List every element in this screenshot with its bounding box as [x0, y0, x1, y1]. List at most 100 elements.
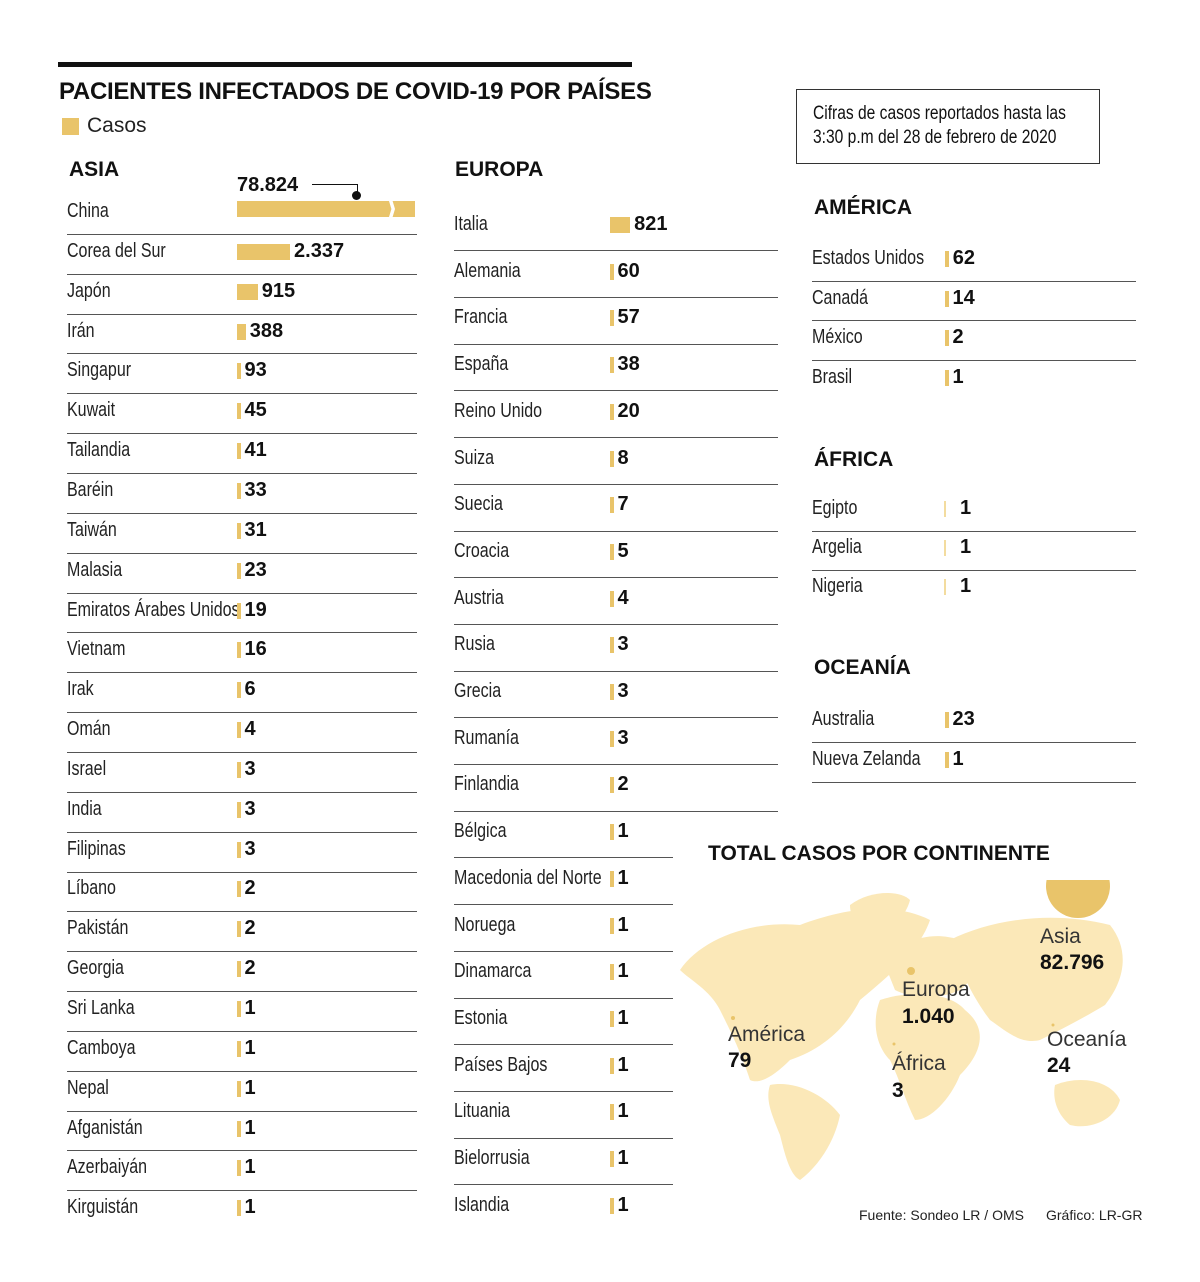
country-name: Lituania [454, 1100, 511, 1123]
bar-mark [610, 310, 614, 327]
bar-mark [610, 917, 614, 934]
map-label-europa: Europa [902, 978, 970, 1001]
bar-mark [237, 642, 241, 659]
row-divider [454, 1184, 673, 1186]
row-divider [812, 280, 1136, 282]
country-name: México [812, 326, 863, 348]
bar-mark [237, 722, 241, 739]
bar-value-label: 1 [960, 497, 972, 519]
row-divider [812, 320, 1136, 322]
bar-mark [237, 841, 241, 858]
country-name: Egipto [812, 497, 858, 519]
country-name: Singapur [67, 359, 132, 382]
row-divider [454, 670, 778, 672]
country-name: Kuwait [67, 399, 116, 422]
bar-break-mark [389, 201, 395, 217]
bar-mark [237, 801, 241, 818]
bar-mark [944, 579, 946, 595]
bar-value-label: 1 [960, 536, 972, 558]
row-divider [812, 530, 1136, 532]
country-name: Francia [454, 306, 508, 329]
note-line: Cifras de casos reportados hasta las [813, 103, 1066, 124]
country-name: Dinamarca [454, 960, 532, 983]
bar-mark [610, 870, 614, 887]
bar-mark [610, 777, 614, 794]
map-value-africa: 3 [892, 1079, 904, 1102]
bar-value-label: 38 [617, 353, 640, 376]
bar-value-label: 45 [244, 399, 267, 422]
row-divider [67, 473, 417, 475]
bar-mark [237, 921, 241, 938]
country-name: Vietnam [67, 638, 126, 661]
row-divider [454, 764, 778, 766]
callout-line [312, 184, 358, 194]
country-name: Azerbaiyán [67, 1156, 148, 1179]
bar-value-label: 93 [244, 359, 267, 382]
bar-value-label: 1 [617, 866, 629, 889]
bar-mark [237, 243, 291, 260]
bar-mark [610, 637, 614, 654]
asia-shape [950, 917, 1123, 1041]
country-name: China [67, 200, 109, 222]
row-divider [454, 1044, 673, 1046]
bar-mark [610, 403, 614, 420]
world-map [680, 880, 1123, 1180]
europe-bubble [907, 967, 915, 975]
row-divider [67, 672, 417, 674]
map-label-oceania: Oceanía [1047, 1028, 1127, 1051]
bar-mark [237, 881, 241, 898]
bar-value-label: 7 [617, 493, 629, 516]
bar-value-label: 4 [244, 718, 256, 741]
country-name: Suiza [454, 446, 495, 469]
bar-value-label: 1 [617, 1006, 629, 1029]
row-divider [812, 782, 1136, 783]
bar-value-label: 5 [617, 539, 629, 562]
row-divider [454, 577, 778, 579]
row-divider [454, 1137, 673, 1139]
bar-value-label: 2 [244, 877, 256, 900]
row-divider [454, 997, 673, 999]
bar-mark [237, 363, 241, 380]
bar-value-label: 1 [617, 820, 629, 843]
country-name: Islandia [454, 1193, 510, 1216]
country-name: Corea del Sur [67, 239, 166, 262]
country-name: Croacia [454, 539, 510, 562]
callout-dot [352, 191, 361, 200]
country-name: Taiwán [67, 518, 117, 541]
bar-value-label: 2 [952, 326, 964, 348]
bar-value-label: 1 [617, 913, 629, 936]
bar-mark [610, 590, 614, 607]
bar-mark [945, 752, 949, 768]
row-divider [67, 1030, 417, 1032]
bar-mark [945, 712, 949, 728]
map-label-asia: Asia [1040, 925, 1081, 948]
bar-value-label: 16 [244, 638, 267, 661]
bar-value-label: 23 [244, 558, 267, 581]
country-name: Países Bajos [454, 1053, 548, 1076]
row-divider [454, 530, 778, 532]
row-divider [67, 1190, 417, 1192]
bar-value-label: 1 [952, 748, 964, 770]
bar-value-label: 1 [617, 1193, 629, 1216]
credit-note: Gráfico: LR-GR [1046, 1207, 1143, 1223]
bar-mark [610, 450, 614, 467]
bar-value-label: 62 [952, 247, 975, 269]
bar-value-label: 3 [244, 757, 256, 780]
legend-swatch [62, 117, 79, 135]
bar-mark [237, 443, 241, 460]
bar-value-label: 4 [617, 586, 629, 609]
bar-value-label: 20 [617, 399, 640, 422]
bar-value-label: 57 [617, 306, 640, 329]
row-divider [67, 233, 417, 235]
row-divider [454, 1090, 673, 1092]
bar-value-label: 8 [617, 446, 629, 469]
country-name: Macedonia del Norte [454, 866, 602, 889]
country-name: Kirguistán [67, 1196, 139, 1219]
bar-value-label: 388 [249, 319, 284, 342]
row-divider [67, 512, 417, 514]
row-divider [454, 250, 778, 252]
country-name: Pakistán [67, 917, 129, 940]
map-value-oceania: 24 [1047, 1054, 1071, 1077]
bar-value-label: 1 [244, 997, 256, 1019]
bar-value-label: 1 [617, 1100, 629, 1123]
